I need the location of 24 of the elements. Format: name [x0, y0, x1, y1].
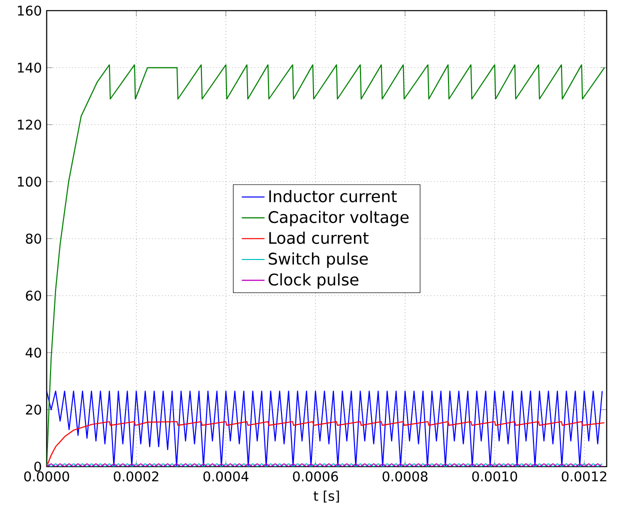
x-tick-label: 0.0004 [203, 471, 248, 482]
y-tick-label: 0 [34, 462, 42, 472]
y-tick-label: 140 [18, 62, 42, 73]
x-tick-label: 0.0012 [562, 471, 606, 482]
line-series [46, 390, 603, 467]
legend-label: Switch pulse [268, 252, 368, 268]
y-tick-label: 40 [26, 348, 42, 358]
x-tick-label: 0.0008 [382, 471, 428, 482]
line-series [46, 421, 605, 467]
y-tick-label: 20 [26, 404, 42, 415]
y-tick-label: 100 [18, 176, 42, 187]
y-tick-label: 160 [18, 6, 42, 16]
x-tick-label: 0.0010 [472, 471, 518, 482]
legend-label: Inductor current [269, 190, 397, 202]
y-tick-label: 80 [26, 234, 42, 244]
x-tick-label: 0.0000 [24, 471, 70, 482]
y-tick-label: 120 [18, 120, 42, 130]
x-axis-title: t [s] [314, 490, 339, 502]
y-tick-label: 60 [26, 290, 42, 301]
legend-label: Load current [269, 232, 369, 244]
legend-label: Clock pulse [268, 273, 358, 289]
legend-label: Capacitor voltage [268, 210, 409, 226]
x-tick-label: 0.0002 [114, 471, 158, 482]
x-tick-label: 0.0006 [293, 471, 338, 482]
